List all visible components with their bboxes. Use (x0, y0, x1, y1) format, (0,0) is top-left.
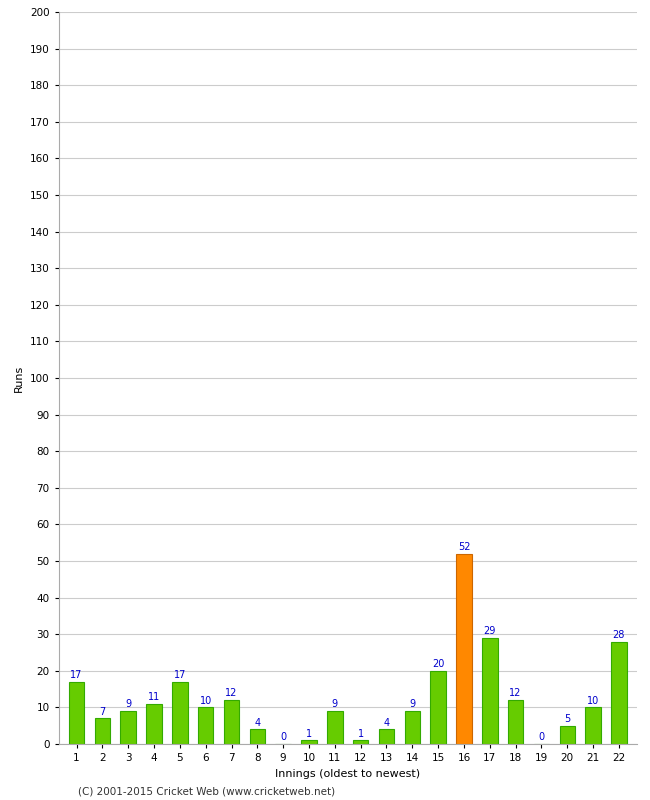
Text: 1: 1 (306, 729, 312, 738)
Bar (250, 730, 265, 744)
Bar (482, 638, 497, 744)
Bar (560, 726, 575, 744)
Text: 11: 11 (148, 692, 160, 702)
Bar (95, 718, 110, 744)
Text: 5: 5 (564, 714, 571, 724)
Bar (172, 682, 188, 744)
Bar (379, 730, 395, 744)
Text: 1: 1 (358, 729, 364, 738)
Text: 29: 29 (484, 626, 496, 636)
Text: 52: 52 (458, 542, 470, 552)
X-axis label: Innings (oldest to newest): Innings (oldest to newest) (275, 769, 421, 778)
Bar (430, 670, 446, 744)
Text: 20: 20 (432, 659, 445, 669)
Bar (586, 707, 601, 744)
Text: 17: 17 (174, 670, 186, 680)
Bar (327, 711, 343, 744)
Y-axis label: Runs: Runs (14, 364, 24, 392)
Text: 0: 0 (538, 732, 545, 742)
Text: 7: 7 (99, 706, 105, 717)
Bar (120, 711, 136, 744)
Text: 4: 4 (254, 718, 261, 727)
Text: (C) 2001-2015 Cricket Web (www.cricketweb.net): (C) 2001-2015 Cricket Web (www.cricketwe… (78, 786, 335, 796)
Bar (146, 704, 162, 744)
Bar (353, 740, 369, 744)
Text: 12: 12 (510, 688, 522, 698)
Text: 9: 9 (332, 699, 338, 710)
Text: 9: 9 (125, 699, 131, 710)
Bar (611, 642, 627, 744)
Bar (224, 700, 239, 744)
Text: 4: 4 (384, 718, 389, 727)
Bar (301, 740, 317, 744)
Bar (198, 707, 213, 744)
Bar (69, 682, 84, 744)
Text: 10: 10 (587, 695, 599, 706)
Text: 17: 17 (70, 670, 83, 680)
Bar (508, 700, 523, 744)
Bar (404, 711, 420, 744)
Text: 0: 0 (280, 732, 286, 742)
Text: 10: 10 (200, 695, 212, 706)
Text: 28: 28 (613, 630, 625, 640)
Bar (456, 554, 472, 744)
Text: 9: 9 (410, 699, 415, 710)
Text: 12: 12 (226, 688, 238, 698)
